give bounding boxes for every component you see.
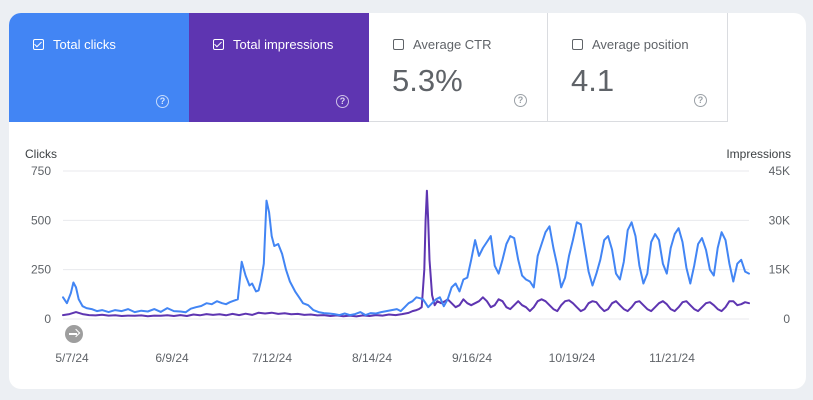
x-tick-label: 9/16/24 [452,351,492,365]
y-tick-left: 500 [31,213,51,227]
total-clicks-checkbox[interactable] [33,39,44,50]
total-impressions-tile[interactable]: Total impressions ? [189,13,369,122]
total-impressions-label: Total impressions [233,37,334,52]
x-tick-label: 8/14/24 [352,351,392,365]
total-impressions-checkbox[interactable] [213,39,224,50]
help-icon[interactable]: ? [514,94,527,107]
x-tick-label: 10/19/24 [549,351,596,365]
average-position-label: Average position [592,37,689,52]
right-axis-title: Impressions [726,147,791,161]
x-tick-label: 11/21/24 [649,351,695,365]
average-ctr-value: 5.3% [392,63,463,98]
average-position-checkbox[interactable] [572,39,583,50]
left-axis-title: Clicks [25,147,57,161]
x-tick-label: 7/12/24 [252,351,292,365]
help-icon[interactable]: ? [156,95,169,108]
y-tick-right: 30K [769,213,790,227]
y-tick-right: 15K [769,263,790,277]
y-tick-left: 250 [31,263,51,277]
x-tick-label: 5/7/24 [55,351,89,365]
series-line-impressions [62,189,750,318]
average-ctr-label: Average CTR [413,37,492,52]
arrow-right-icon[interactable] [65,325,83,343]
average-position-value: 4.1 [571,63,615,98]
performance-chart: 0 0 250 15K 500 30K 750 45K 5/7/24 6/9/24 7/12/24 8… [31,164,790,365]
average-ctr-tile[interactable]: Average CTR 5.3% ? [369,13,548,122]
y-tick-right: 45K [769,164,790,178]
help-icon[interactable]: ? [336,95,349,108]
y-tick-left: 750 [31,164,51,178]
average-position-tile[interactable]: Average position 4.1 ? [548,13,728,122]
series-line-clicks [62,199,750,317]
total-clicks-label: Total clicks [53,37,116,52]
x-tick-label: 6/9/24 [155,351,189,365]
total-clicks-tile[interactable]: Total clicks ? [9,13,189,122]
help-icon[interactable]: ? [694,94,707,107]
y-tick-right: 0 [783,312,790,326]
y-tick-left: 0 [44,312,51,326]
average-ctr-checkbox[interactable] [393,39,404,50]
performance-card: Total clicks ? Total impressions ? Avera… [9,13,806,389]
